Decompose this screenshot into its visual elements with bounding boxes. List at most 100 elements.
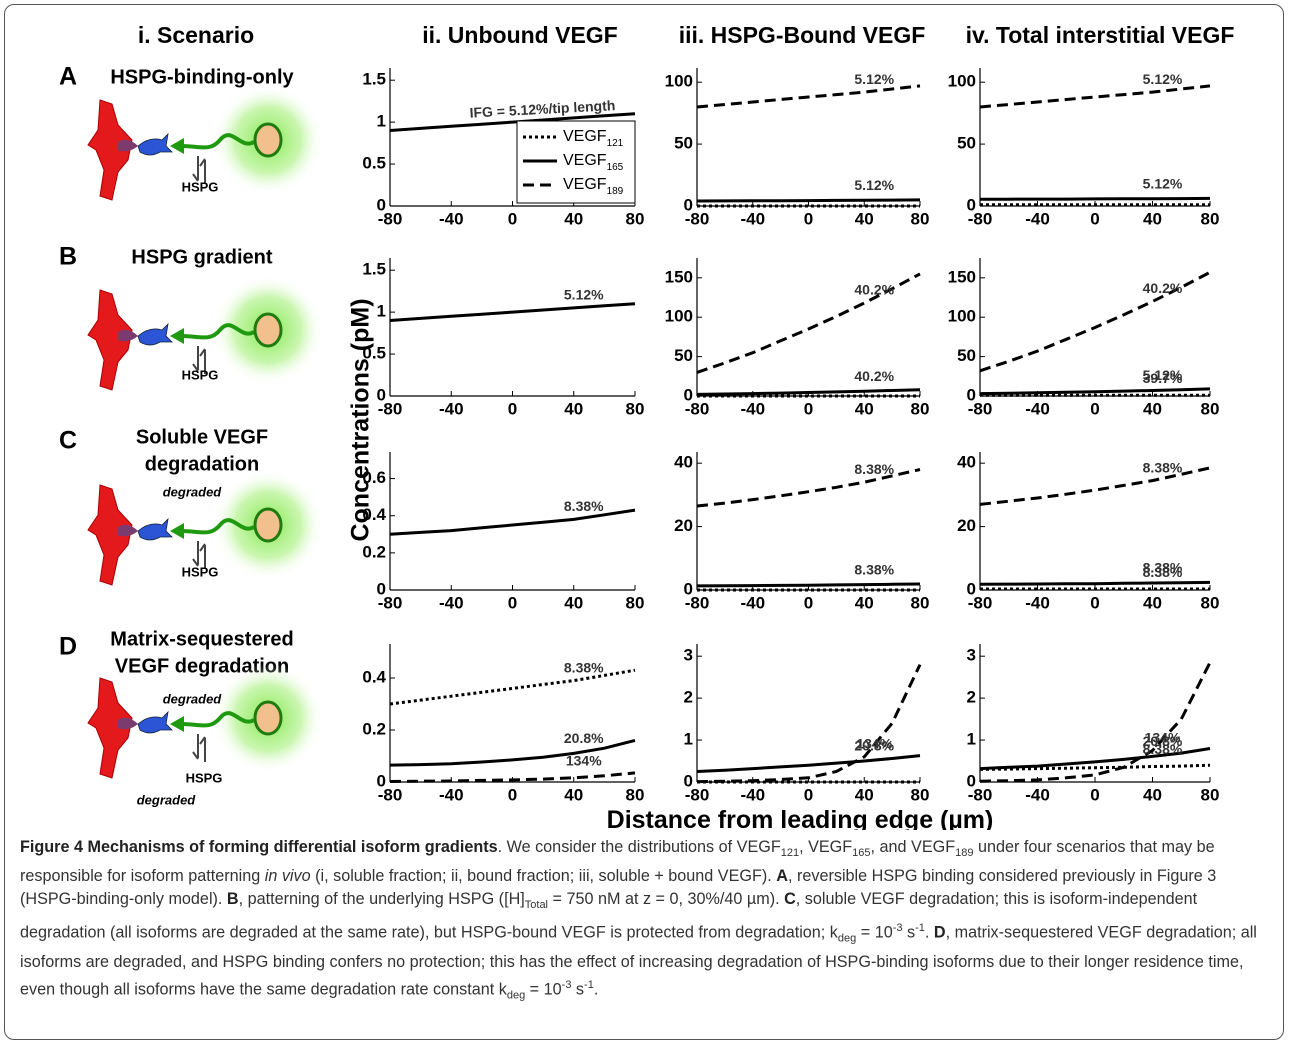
caption-text: .: [593, 980, 599, 999]
stalk-cell: [118, 524, 138, 537]
scenario-label: HSPG: [182, 179, 219, 194]
x-tick-label: -40: [439, 785, 464, 804]
annotation: 40.2%: [854, 368, 894, 384]
x-tick-label: 80: [626, 593, 645, 612]
x-tick-label: 80: [1201, 785, 1220, 804]
annotation: 5.12%: [564, 287, 604, 303]
figure: i. Scenario ii. Unbound VEGF iii. HSPG-B…: [59, 22, 1234, 830]
scenario-letter: B: [59, 243, 77, 271]
y-tick-label: 0.5: [362, 344, 386, 363]
y-tick-label: 1: [967, 730, 976, 749]
series-line: [696, 582, 921, 588]
scenario-illustration: [87, 275, 323, 391]
x-tick-label: 0: [804, 593, 813, 612]
x-tick-label: 80: [626, 785, 645, 804]
x-tick-label: 40: [1143, 593, 1162, 612]
y-tick-label: 150: [665, 267, 693, 286]
caption-text: 165: [852, 847, 871, 860]
series-line: [979, 580, 1211, 586]
series-line: [389, 302, 636, 322]
series-line: [979, 747, 1211, 771]
y-tick-label: 0: [684, 385, 693, 404]
x-tick-label: 0: [1090, 593, 1099, 612]
y-tick-label: 100: [665, 307, 693, 326]
legend-name: VEGF: [563, 176, 607, 193]
scenario-title: degradation: [145, 453, 259, 475]
series-line: [696, 388, 921, 396]
series-line: [979, 84, 1211, 109]
x-tick-label: 40: [564, 399, 583, 418]
annotation: 8.38%: [1143, 741, 1183, 757]
x-tick-label: 40: [564, 209, 583, 228]
vessel: [87, 677, 133, 779]
x-tick-label: -80: [685, 209, 710, 228]
binding-arrows: [192, 734, 206, 762]
x-tick-label: 0: [1090, 785, 1099, 804]
x-tick-label: -80: [378, 785, 403, 804]
x-tick-label: 80: [911, 785, 930, 804]
scenario-letter: A: [59, 63, 77, 91]
annotation: 8.38%: [1143, 459, 1183, 475]
annotation: 134%: [1145, 729, 1181, 745]
tip-cell: [137, 517, 173, 541]
column-header: iii. HSPG-Bound VEGF: [679, 22, 926, 48]
caption-text: = 10: [525, 980, 562, 999]
caption-text: under four scenarios that may be respons…: [20, 838, 1215, 886]
x-tick-label: -40: [1025, 399, 1050, 418]
vessel: [87, 484, 133, 586]
gradient-arrow: [181, 323, 255, 340]
y-tick-label: 50: [957, 346, 976, 365]
x-tick-label: -80: [968, 209, 993, 228]
series-line: [979, 270, 1211, 373]
y-tick-label: 0: [967, 771, 976, 790]
x-tick-label: -80: [968, 593, 993, 612]
arrow-head: [170, 138, 184, 154]
caption-text: = 750 nM at z = 0, 30%/40 µm).: [548, 890, 785, 909]
stalk-cell: [118, 139, 138, 152]
scenario-letter: C: [59, 427, 77, 455]
y-tick-label: 0: [967, 579, 976, 598]
scenario-label: degraded: [163, 691, 223, 706]
tip-cell: [137, 132, 173, 156]
tip-cell: [137, 322, 173, 346]
x-tick-label: 80: [1201, 209, 1220, 228]
caption-text: -1: [584, 979, 594, 992]
scenario-title: Matrix-sequestered: [110, 628, 293, 650]
x-tick-label: 0: [1090, 209, 1099, 228]
gradient-arrow: [181, 133, 255, 150]
caption-text: B: [226, 890, 239, 909]
caption: Figure 4 Mechanisms of forming different…: [20, 836, 1275, 1008]
x-tick-label: -40: [439, 399, 464, 418]
y-tick-label: 40: [957, 453, 976, 472]
stalk-cell: [118, 717, 138, 730]
y-tick-label: 100: [665, 72, 693, 91]
y-tick-label: 0: [377, 579, 386, 598]
legend-entry: VEGF189: [563, 176, 624, 196]
series-line: [389, 668, 636, 706]
x-tick-label: -80: [685, 399, 710, 418]
vessel: [87, 99, 133, 201]
gradient-arrow: [181, 711, 255, 728]
series-line: [980, 196, 1211, 201]
x-tick-label: -80: [685, 593, 710, 612]
series-line: [696, 272, 921, 374]
x-tick-label: 40: [564, 785, 583, 804]
y-tick-label: 20: [957, 516, 976, 535]
scenario-label: HSPG: [182, 564, 219, 579]
annotation: 20.8%: [854, 738, 894, 754]
x-tick-label: 0: [508, 399, 517, 418]
caption-text: C: [784, 890, 796, 909]
caption-text: Total: [524, 899, 549, 912]
annotation: 39.7%: [1143, 370, 1183, 386]
binding-arrows: [192, 346, 206, 374]
y-tick-label: 50: [674, 134, 693, 153]
caption-text: -3: [561, 979, 572, 992]
x-tick-label: 40: [855, 399, 874, 418]
series-line: [696, 84, 921, 109]
annotation: 5.12%: [1143, 71, 1183, 87]
y-tick-label: 0.6: [362, 468, 386, 487]
vessel: [87, 289, 133, 391]
scenario-title: HSPG-binding-only: [110, 66, 294, 88]
y-tick-label: 0.4: [362, 667, 386, 686]
x-tick-label: 40: [855, 209, 874, 228]
